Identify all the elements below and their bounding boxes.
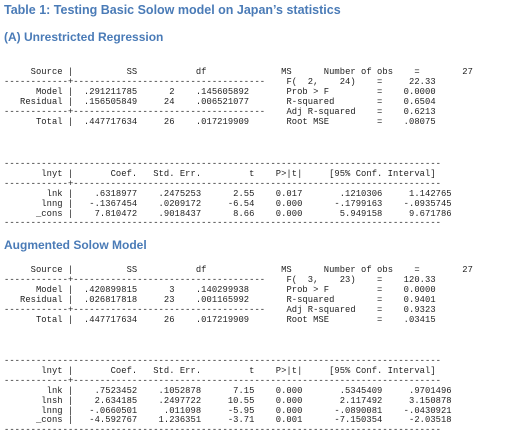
panel-b-anova-block: Source | SS df MS Number of obs = 27 ---… [4, 265, 473, 325]
model-stat: R-squared = 0.9401 [286, 294, 436, 305]
anova-rule: ------------+---------------------------… [4, 274, 287, 285]
table-title: Table 1: Testing Basic Solow model on Ja… [4, 3, 341, 17]
coef-rule: ------------+---------------------------… [4, 375, 441, 386]
coef-row: _cons | 7.810472 .9018437 8.66 0.000 5.9… [4, 208, 452, 219]
model-stat: Adj R-squared = 0.9323 [286, 304, 436, 315]
anova-line: ------------+---------------------------… [4, 77, 436, 87]
anova-row: Residual | .156505849 24 .006521077 [4, 96, 287, 107]
coef-rule: ----------------------------------------… [4, 218, 441, 229]
anova-header: Source | SS df MS [4, 265, 324, 275]
model-stat: Root MSE = .03415 [286, 314, 436, 325]
coef-row: _cons | -4.592767 1.236351 -3.71 0.001 -… [4, 415, 452, 426]
anova-row: Model | .420899815 3 .140299938 [4, 284, 287, 295]
model-stat: F( 2, 24) = 22.33 [286, 76, 436, 87]
model-stat: Root MSE = .08075 [286, 116, 436, 127]
anova-line: Source | SS df MS Number of obs = 27 [4, 67, 473, 77]
panel-a-coef-block: ----------------------------------------… [4, 159, 452, 229]
coef-rule: ----------------------------------------… [4, 356, 441, 366]
model-stat: R-squared = 0.6504 [286, 96, 436, 107]
anova-line: ------------+---------------------------… [4, 305, 436, 315]
anova-rule: ------------+---------------------------… [4, 76, 287, 87]
coef-row: lnk | .7523452 .1052878 7.15 0.000 .5345… [4, 385, 452, 396]
anova-line: Source | SS df MS Number of obs = 27 [4, 265, 473, 275]
coef-header: lnyt | Coef. Std. Err. t P>|t| [95% Conf… [4, 365, 436, 376]
panel-b-coef-block: ----------------------------------------… [4, 356, 452, 436]
coef-row: lnsh | 2.634185 .2497722 10.55 0.000 2.1… [4, 395, 452, 406]
anova-line: Model | .291211785 2 .145605892 Prob > F… [4, 87, 436, 97]
coef-row: lnk | .6318977 .2475253 2.55 0.017 .1210… [4, 188, 452, 199]
anova-line: Total | .447717634 26 .017219909 Root MS… [4, 117, 436, 127]
model-stat: Number of obs = 27 [323, 265, 473, 275]
anova-row: Residual | .026817818 23 .001165992 [4, 294, 287, 305]
anova-total-row: Total | .447717634 26 .017219909 [4, 116, 287, 127]
coef-rule: ----------------------------------------… [4, 159, 441, 169]
anova-line: Residual | .156505849 24 .006521077 R-sq… [4, 97, 436, 107]
anova-line: ------------+---------------------------… [4, 275, 436, 285]
coef-row: lnng | -.0660501 .011098 -5.95 0.000 -.0… [4, 405, 452, 416]
anova-header: Source | SS df MS [4, 67, 324, 77]
coef-row: lnng | -.1367454 .0209172 -6.54 0.000 -.… [4, 198, 452, 209]
panel-a-heading: (A) Unrestricted Regression [4, 30, 164, 44]
coef-header: lnyt | Coef. Std. Err. t P>|t| [95% Conf… [4, 168, 436, 179]
anova-line: Residual | .026817818 23 .001165992 R-sq… [4, 295, 436, 305]
model-stat: Number of obs = 27 [323, 67, 473, 77]
model-stat: F( 3, 23) = 120.33 [286, 274, 436, 285]
panel-a-anova-block: Source | SS df MS Number of obs = 27 ---… [4, 67, 473, 127]
coef-rule: ------------+---------------------------… [4, 178, 441, 189]
anova-line: Total | .447717634 26 .017219909 Root MS… [4, 315, 436, 325]
anova-total-row: Total | .447717634 26 .017219909 [4, 314, 287, 325]
anova-rule: ------------+---------------------------… [4, 106, 287, 117]
model-stat: Adj R-squared = 0.6213 [286, 106, 436, 117]
anova-line: Model | .420899815 3 .140299938 Prob > F… [4, 285, 436, 295]
anova-row: Model | .291211785 2 .145605892 [4, 86, 287, 97]
anova-line: ------------+---------------------------… [4, 107, 436, 117]
panel-b-heading: Augmented Solow Model [4, 238, 147, 252]
model-stat: Prob > F = 0.0000 [286, 284, 436, 295]
coef-rule: ----------------------------------------… [4, 425, 441, 436]
anova-rule: ------------+---------------------------… [4, 304, 287, 315]
model-stat: Prob > F = 0.0000 [286, 86, 436, 97]
